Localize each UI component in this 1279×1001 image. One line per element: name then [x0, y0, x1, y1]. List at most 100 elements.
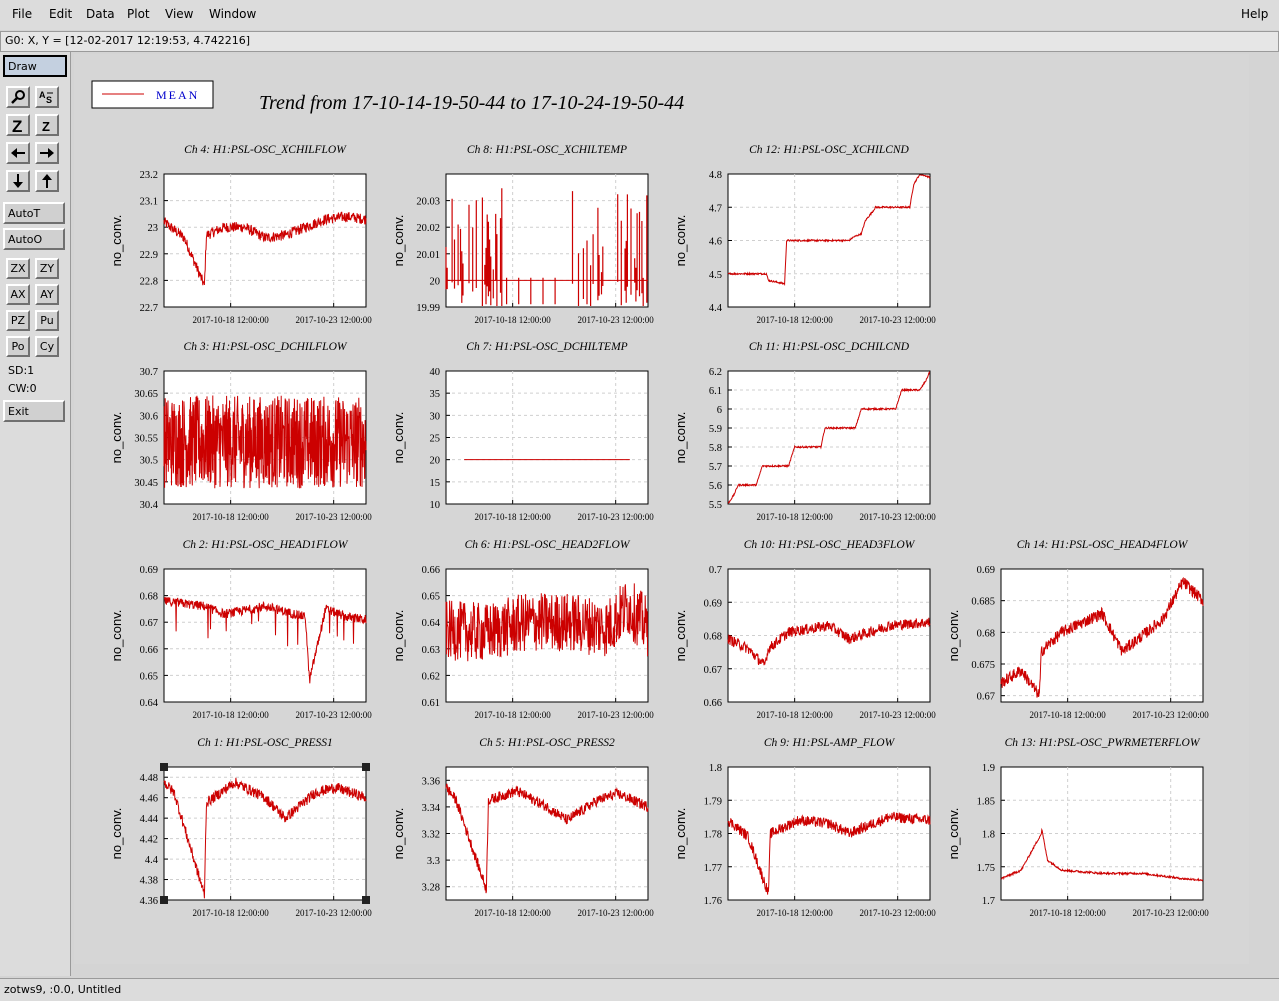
chart-ytick-label: 5.7 [709, 462, 722, 473]
zy-button[interactable]: ZY [35, 258, 59, 279]
chart-series-line [445, 583, 649, 662]
chart-ytick-label: 20 [430, 276, 441, 287]
menu-window[interactable]: Window [209, 7, 257, 21]
ax-button[interactable]: AX [6, 284, 30, 305]
sd-readout: SD:1 [8, 364, 35, 377]
menu-edit[interactable]: Edit [49, 7, 73, 21]
arrow-left-icon[interactable] [6, 142, 30, 164]
chart-title: Ch 8: H1:PSL-OSC_XCHILTEMP [467, 144, 627, 156]
arrow-down-icon[interactable] [6, 170, 30, 192]
chart-series-line [727, 811, 931, 895]
chart-title: Ch 1: H1:PSL-OSC_PRESS1 [197, 737, 332, 749]
chart-ytick-label: 0.68 [704, 632, 722, 643]
menu-plot[interactable]: Plot [127, 7, 150, 21]
chart-ytick-label: 0.61 [422, 698, 440, 709]
chart-title: Ch 13: H1:PSL-OSC_PWRMETERFLOW [1005, 737, 1201, 749]
exit-button[interactable]: Exit [3, 400, 65, 422]
chart-ytick-label: 4.44 [140, 814, 159, 825]
chart-ytick-label: 0.69 [704, 598, 722, 609]
magnifier-icon[interactable] [6, 86, 30, 108]
chart-ytick-label: 4.36 [140, 896, 158, 907]
chart-ytick-label: 30.6 [140, 411, 158, 422]
chart-ytick-label: 1.85 [977, 796, 995, 807]
status-bar: zotws9, :0.0, Untitled [0, 978, 1279, 1001]
chart-xtick-label: 2017-10-23 12:00:00 [1133, 908, 1210, 918]
chart-xtick-label: 2017-10-23 12:00:00 [296, 710, 373, 720]
chart-ytick-label: 0.67 [704, 665, 722, 676]
chart-14: Ch 13: H1:PSL-OSC_PWRMETERFLOW no_conv. 1.… [946, 737, 1209, 918]
menu-help[interactable]: Help [1241, 7, 1269, 21]
cy-button[interactable]: Cy [35, 336, 59, 357]
chart-ylabel: no_conv. [109, 215, 124, 267]
arrow-right-icon[interactable] [35, 142, 59, 164]
zx-button[interactable]: ZX [6, 258, 30, 279]
ay-button[interactable]: AY [35, 284, 59, 305]
po-button[interactable]: Po [6, 336, 30, 357]
pz-button[interactable]: PZ [6, 310, 30, 331]
chart-plot-area [163, 568, 367, 703]
chart-ytick-label: 1.77 [704, 863, 722, 874]
chart-ytick-label: 20.03 [416, 197, 440, 208]
chart-ytick-label: 1.75 [977, 863, 995, 874]
chart-ytick-label: 0.66 [422, 565, 440, 576]
chart-ytick-label: 4.5 [709, 270, 722, 281]
chart-xtick-label: 2017-10-18 12:00:00 [193, 908, 270, 918]
chart-xtick-label: 2017-10-23 12:00:00 [1133, 710, 1210, 720]
chart-xtick-label: 2017-10-23 12:00:00 [578, 512, 655, 522]
chart-xtick-label: 2017-10-18 12:00:00 [475, 512, 552, 522]
chart-xtick-label: 2017-10-23 12:00:00 [578, 908, 655, 918]
chart-6: Ch 11: H1:PSL-OSC_DCHILCND no_conv. 5.5 5.6… [673, 341, 936, 522]
chart-xtick-label: 2017-10-18 12:00:00 [193, 512, 270, 522]
chart-title: Ch 14: H1:PSL-OSC_HEAD4FLOW [1017, 539, 1189, 551]
chart-ytick-label: 4.7 [709, 203, 722, 214]
menu-data[interactable]: Data [86, 7, 115, 21]
chart-ylabel: no_conv. [391, 215, 406, 267]
zoom-large-icon[interactable]: Z [6, 114, 30, 136]
chart-2: Ch 8: H1:PSL-OSC_XCHILTEMP no_conv. 19.99 2… [391, 144, 654, 325]
chart-title: Ch 10: H1:PSL-OSC_HEAD3FLOW [744, 539, 916, 551]
chart-ytick-label: 6.1 [709, 386, 722, 397]
chart-ylabel: no_conv. [673, 610, 688, 662]
auto-t-button[interactable]: AutoT [3, 202, 65, 224]
chart-ytick-label: 30.45 [134, 478, 158, 489]
chart-ytick-label: 40 [430, 367, 441, 378]
chart-11: Ch 1: H1:PSL-OSC_PRESS1 no_conv. 4.36 4.38 4… [109, 737, 372, 918]
chart-series-spikes [445, 188, 648, 306]
zoom-small-icon[interactable]: Z [35, 114, 59, 136]
chart-series-line [727, 371, 931, 504]
chart-ytick-label: 22.7 [140, 303, 158, 314]
chart-ytick-label: 22.9 [140, 250, 158, 261]
status-text: zotws9, :0.0, Untitled [4, 983, 122, 996]
chart-3: Ch 12: H1:PSL-OSC_XCHILCND no_conv. 4.4 4.5… [673, 144, 936, 325]
chart-ytick-label: 3.32 [422, 830, 440, 841]
pu-button[interactable]: Pu [35, 310, 59, 331]
auto-o-button[interactable]: AutoO [3, 228, 65, 250]
menu-view[interactable]: View [165, 7, 194, 21]
chart-5: Ch 7: H1:PSL-OSC_DCHILTEMP no_conv. 10 15 20… [391, 341, 654, 522]
chart-ytick-label: 0.685 [971, 597, 995, 608]
chart-ytick-label: 4.6 [709, 237, 722, 248]
chart-ytick-label: 0.68 [140, 592, 158, 603]
svg-text:Z: Z [42, 119, 50, 133]
selection-handle [160, 763, 168, 771]
menu-file[interactable]: File [12, 7, 33, 21]
chart-series-line [727, 617, 931, 666]
chart-ytick-label: 3.28 [422, 883, 440, 894]
chart-series-line [163, 395, 367, 489]
chart-ytick-label: 30.4 [140, 500, 159, 511]
plot-canvas[interactable]: MEAN Trend from 17-10-14-19-50-44 to 17-1… [74, 54, 1249, 964]
chart-xtick-label: 2017-10-23 12:00:00 [296, 315, 373, 325]
chart-xtick-label: 2017-10-18 12:00:00 [757, 315, 834, 325]
chart-ytick-label: 6 [717, 405, 722, 416]
arrow-up-icon[interactable] [35, 170, 59, 192]
draw-button[interactable]: Draw [3, 55, 67, 77]
chart-ytick-label: 3.36 [422, 776, 440, 787]
chart-ytick-label: 0.62 [422, 671, 440, 682]
chart-7: Ch 2: H1:PSL-OSC_HEAD1FLOW no_conv. 0.64 0.… [109, 539, 372, 720]
chart-ytick-label: 3.3 [427, 856, 440, 867]
chart-plot-area [445, 173, 649, 308]
chart-ylabel: no_conv. [673, 412, 688, 464]
chart-title: Ch 4: H1:PSL-OSC_XCHILFLOW [184, 144, 347, 156]
chart-ytick-label: 23 [148, 223, 159, 234]
